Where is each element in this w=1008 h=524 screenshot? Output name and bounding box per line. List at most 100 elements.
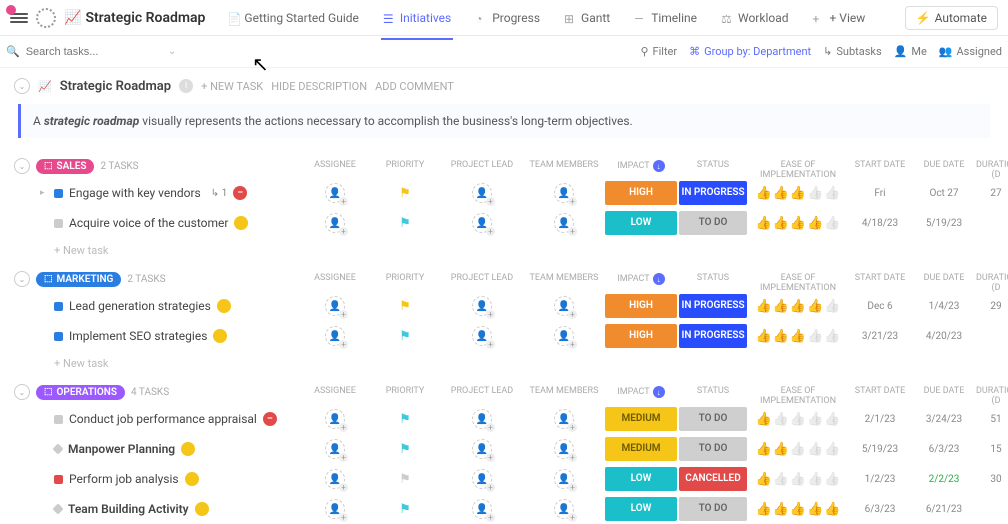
add-lead-icon[interactable]: + <box>486 227 495 236</box>
col-header[interactable]: START DATE <box>848 273 912 293</box>
ease-cell[interactable]: 👍👍👍👍👍 <box>748 472 848 487</box>
col-header[interactable]: PROJECT LEAD <box>440 386 524 406</box>
start-date-cell[interactable]: Dec 6 <box>848 301 912 312</box>
status-cell[interactable]: IN PROGRESS <box>678 294 748 318</box>
due-date-cell[interactable]: 5/19/23 <box>912 218 976 229</box>
start-date-cell[interactable]: 3/21/23 <box>848 331 912 342</box>
start-date-cell[interactable]: 2/1/23 <box>848 414 912 425</box>
add-member-icon[interactable]: + <box>568 310 577 319</box>
col-header[interactable]: START DATE <box>848 160 912 180</box>
col-header[interactable]: DUE DATE <box>912 160 976 180</box>
task-badge-icon[interactable] <box>213 329 227 343</box>
status-square-icon[interactable] <box>54 332 63 341</box>
status-square-icon[interactable] <box>54 189 63 198</box>
project-lead-cell[interactable]: 👤+ <box>440 499 524 519</box>
impact-cell[interactable]: LOW <box>604 497 678 521</box>
status-cell[interactable]: TO DO <box>678 497 748 521</box>
team-members-cell[interactable]: 👤+ <box>524 326 604 346</box>
tab-getting-started-guide[interactable]: 📄Getting Started Guide <box>217 3 368 33</box>
col-header[interactable]: STATUS <box>678 273 748 293</box>
add-assignee-icon[interactable]: + <box>339 483 348 492</box>
task-row[interactable]: Acquire voice of the customer 👤+ ⚑ 👤+ 👤+… <box>10 208 998 238</box>
subtask-count[interactable]: ↳ 1 <box>211 188 227 199</box>
col-header[interactable]: STATUS <box>678 386 748 406</box>
col-impact[interactable]: IMPACT ↓ <box>604 160 678 180</box>
task-row[interactable]: Implement SEO strategies 👤+ ⚑ 👤+ 👤+ HIGH… <box>10 321 998 351</box>
subtasks-button[interactable]: ↳Subtasks <box>823 45 882 58</box>
col-header[interactable]: PRIORITY <box>370 386 440 406</box>
task-badge-icon[interactable] <box>195 502 209 516</box>
col-header[interactable]: TEAM MEMBERS <box>524 386 604 406</box>
col-header[interactable]: START DATE <box>848 386 912 406</box>
add-assignee-icon[interactable]: + <box>339 423 348 432</box>
add-assignee-icon[interactable]: + <box>339 513 348 522</box>
expand-icon[interactable]: ▸ <box>40 188 48 198</box>
due-date-cell[interactable]: 3/24/23 <box>912 414 976 425</box>
impact-cell[interactable]: LOW <box>604 211 678 235</box>
ease-cell[interactable]: 👍👍👍👍👍 <box>748 186 848 201</box>
task-row[interactable]: Manpower Planning 👤+ ⚑ 👤+ 👤+ MEDIUM TO D… <box>10 434 998 464</box>
assignee-cell[interactable]: 👤+ <box>300 296 370 316</box>
add-lead-icon[interactable]: + <box>486 453 495 462</box>
task-name[interactable]: Implement SEO strategies <box>69 329 207 343</box>
priority-cell[interactable]: ⚑ <box>370 186 440 201</box>
impact-cell[interactable]: HIGH <box>604 324 678 348</box>
task-badge-icon[interactable]: – <box>233 186 247 200</box>
task-row[interactable]: Conduct job performance appraisal – 👤+ ⚑… <box>10 404 998 434</box>
status-square-icon[interactable] <box>54 219 63 228</box>
col-header[interactable]: ASSIGNEE <box>300 160 370 180</box>
hide-description-button[interactable]: HIDE DESCRIPTION <box>271 80 367 93</box>
due-date-cell[interactable]: 2/2/23 <box>912 474 976 485</box>
col-impact[interactable]: IMPACT ↓ <box>604 273 678 293</box>
due-date-cell[interactable]: 1/4/23 <box>912 301 976 312</box>
impact-cell[interactable]: MEDIUM <box>604 437 678 461</box>
add-assignee-icon[interactable]: + <box>339 227 348 236</box>
priority-cell[interactable]: ⚑ <box>370 299 440 314</box>
status-cell[interactable]: TO DO <box>678 407 748 431</box>
add-lead-icon[interactable]: + <box>486 513 495 522</box>
priority-cell[interactable]: ⚑ <box>370 329 440 344</box>
priority-cell[interactable]: ⚑ <box>370 412 440 427</box>
priority-cell[interactable]: ⚑ <box>370 442 440 457</box>
tab-gantt[interactable]: ⊞Gantt <box>554 3 620 33</box>
workspace-title[interactable]: 📈 Strategic Roadmap <box>64 10 205 26</box>
start-date-cell[interactable]: 4/18/23 <box>848 218 912 229</box>
task-name[interactable]: Acquire voice of the customer <box>69 216 228 230</box>
col-header[interactable]: EASE OF IMPLEMENTATION <box>748 386 848 406</box>
add-lead-icon[interactable]: + <box>486 340 495 349</box>
status-square-icon[interactable] <box>54 302 63 311</box>
col-impact[interactable]: IMPACT ↓ <box>604 386 678 406</box>
tab-timeline[interactable]: —Timeline <box>624 3 707 33</box>
task-badge-icon[interactable] <box>217 299 231 313</box>
col-header[interactable]: PRIORITY <box>370 273 440 293</box>
project-lead-cell[interactable]: 👤+ <box>440 409 524 429</box>
impact-cell[interactable]: MEDIUM <box>604 407 678 431</box>
col-header[interactable]: PRIORITY <box>370 160 440 180</box>
due-date-cell[interactable]: Oct 27 <box>912 188 976 199</box>
project-lead-cell[interactable]: 👤+ <box>440 469 524 489</box>
assignee-cell[interactable]: 👤+ <box>300 439 370 459</box>
team-members-cell[interactable]: 👤+ <box>524 469 604 489</box>
project-lead-cell[interactable]: 👤+ <box>440 326 524 346</box>
add-member-icon[interactable]: + <box>568 513 577 522</box>
duration-cell[interactable]: 27 <box>976 188 1008 199</box>
automate-button[interactable]: ⚡ Automate <box>905 6 998 30</box>
add-lead-icon[interactable]: + <box>486 197 495 206</box>
col-header[interactable]: EASE OF IMPLEMENTATION <box>748 273 848 293</box>
me-button[interactable]: 👤Me <box>894 45 927 58</box>
team-members-cell[interactable]: 👤+ <box>524 499 604 519</box>
duration-cell[interactable]: 51 <box>976 414 1008 425</box>
add-assignee-icon[interactable]: + <box>339 310 348 319</box>
col-header[interactable]: PROJECT LEAD <box>440 273 524 293</box>
status-cell[interactable]: IN PROGRESS <box>678 181 748 205</box>
add-member-icon[interactable]: + <box>568 453 577 462</box>
task-row[interactable]: Perform job analysis 👤+ ⚑ 👤+ 👤+ LOW CANC… <box>10 464 998 494</box>
status-square-icon[interactable] <box>54 475 63 484</box>
col-header[interactable]: DURATION (D <box>976 273 1008 293</box>
add-member-icon[interactable]: + <box>568 423 577 432</box>
collapse-all-icon[interactable]: ⌄ <box>14 78 30 94</box>
impact-cell[interactable]: LOW <box>604 467 678 491</box>
ease-cell[interactable]: 👍👍👍👍👍 <box>748 329 848 344</box>
duration-cell[interactable]: 15 <box>976 444 1008 455</box>
search-box[interactable]: 🔍 <box>6 45 166 58</box>
